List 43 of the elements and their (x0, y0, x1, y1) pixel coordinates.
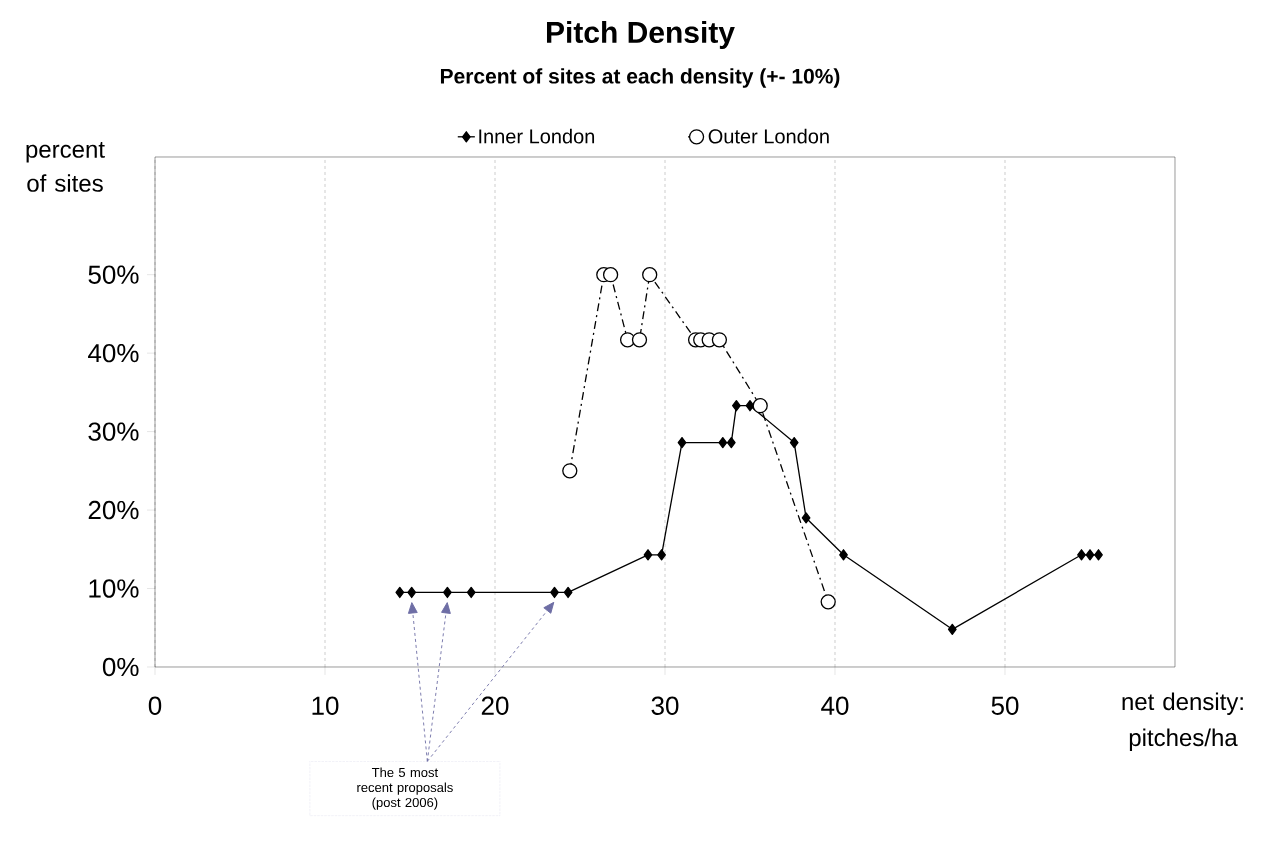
y-tick-label: 20% (88, 500, 139, 520)
point (801, 512, 811, 524)
y-tick-label: 10% (89, 579, 139, 598)
point (466, 586, 476, 599)
point (677, 436, 687, 449)
y-tick-label: 0% (102, 657, 139, 677)
x-tick-label: 0 (148, 696, 162, 715)
point (562, 463, 578, 479)
chart-title: Pitch Density (546, 21, 735, 49)
x-tick-label: 20 (481, 696, 509, 715)
point (947, 623, 957, 635)
y-tick-label: 50% (88, 265, 139, 284)
x-tick-label: 10 (312, 696, 339, 715)
point (711, 332, 728, 348)
legend-label: Outer London (708, 128, 829, 144)
x-axis-title: net density: pitches/ha (1122, 692, 1243, 751)
chart-subtitle: Percent of sites at each density (+- 10%) (440, 68, 840, 88)
y-tick-label: 30% (88, 422, 139, 441)
text: The 5 most recent proposals (post 2006) (357, 767, 453, 810)
point (820, 594, 836, 610)
point (1085, 549, 1095, 561)
y-tick-label: 40% (88, 343, 139, 363)
x-tick-label: 30 (651, 696, 679, 715)
point (642, 267, 658, 283)
point (789, 436, 799, 449)
point (726, 436, 736, 449)
point (752, 398, 768, 414)
point (732, 400, 741, 412)
point (1077, 549, 1086, 561)
point (718, 436, 728, 449)
point (1094, 549, 1103, 561)
point (631, 332, 648, 348)
point (602, 267, 619, 283)
point (395, 586, 405, 599)
x-tick-label: 50 (991, 696, 1019, 715)
point (839, 549, 848, 561)
point (643, 549, 653, 561)
legend-label: Inner London (479, 128, 595, 144)
x-tick-label: 40 (821, 696, 849, 715)
y-axis-title: percent of sites (26, 142, 105, 192)
point (407, 586, 417, 599)
point (657, 549, 666, 561)
point (563, 586, 573, 599)
